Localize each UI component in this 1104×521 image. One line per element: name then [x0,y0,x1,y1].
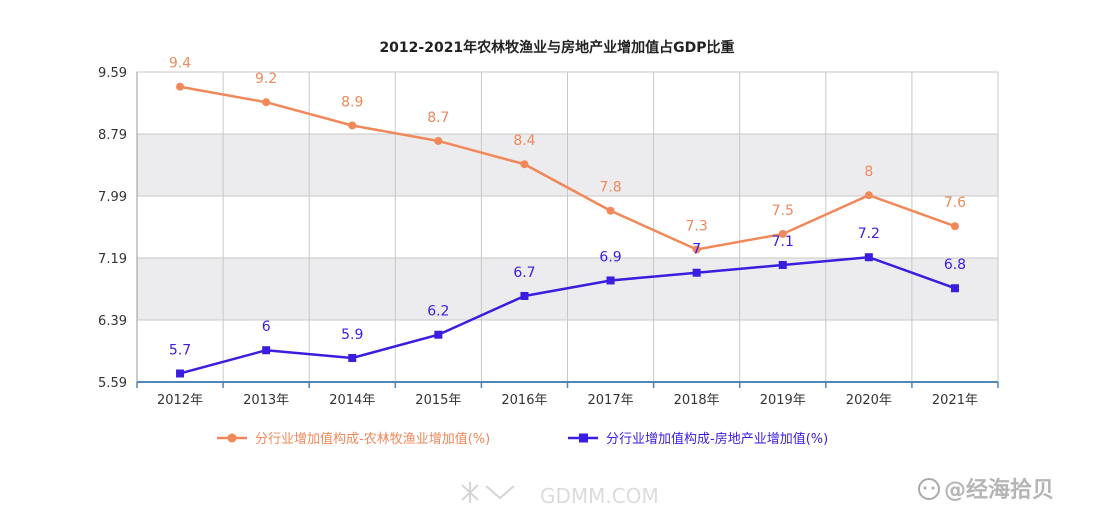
data-label: 7.5 [772,203,794,219]
legend[interactable]: 分行业增加值构成-农林牧渔业增加值(%) 分行业增加值构成-房地产业增加值(%) [217,431,828,447]
y-tick-label: 7.99 [98,190,127,205]
series-2: 5.7 6 5.9 6.2 6.7 6.9 7 7.1 7.2 6.8 [169,226,966,378]
legend-item-2[interactable]: 分行业增加值构成-房地产业增加值(%) [568,431,828,447]
x-tick-label: 2018年 [674,393,720,408]
data-point [176,82,185,91]
data-point [950,284,959,293]
data-point [692,268,701,277]
x-tick-label: 2014年 [329,393,375,408]
data-label: 5.7 [169,342,191,358]
data-label: 7.1 [772,234,794,250]
legend-marker [227,433,237,443]
legend-label: 分行业增加值构成-农林牧渔业增加值(%) [255,431,490,447]
legend-marker [579,433,588,443]
data-label: 9.4 [169,56,191,72]
data-point [778,229,787,238]
data-label: 7.2 [858,226,880,242]
watermark-logo-icon [461,482,515,503]
y-tick-label: 9.59 [98,66,127,81]
data-point [262,346,271,355]
data-label: 6.2 [427,304,449,320]
x-tick-label: 2012年 [157,393,203,408]
data-label: 7.6 [944,195,966,211]
data-label: 5.9 [341,327,363,343]
legend-label: 分行业增加值构成-房地产业增加值(%) [606,431,828,447]
data-point [692,245,701,254]
x-tick-label: 2019年 [760,393,806,408]
data-point [348,121,357,130]
data-point [950,222,959,231]
data-point [778,260,787,269]
x-tick-label: 2013年 [243,393,289,408]
series-line [179,85,956,251]
data-point [864,253,873,262]
data-label: 8 [864,164,873,180]
data-point [348,353,357,362]
data-label: 8.4 [513,133,535,149]
data-point [262,98,271,107]
data-point [606,206,615,215]
data-point [520,291,529,300]
watermark-center: GDMM.COM [461,482,659,508]
y-tick-label: 8.79 [98,128,127,143]
data-label: 6.8 [944,257,966,273]
y-tick-label: 6.39 [98,314,127,329]
y-tick-label: 7.19 [98,252,127,267]
y-tick-labels: 5.59 6.39 7.19 7.99 8.79 9.59 [98,66,127,391]
watermark-right-text: @经海拾贝 [944,477,1054,503]
data-label: 7.3 [686,218,708,234]
series-layer: 9.4 9.2 8.9 8.7 8.4 7.8 7.3 7.5 8 7.6 5.7 6 5.9 6.2 6.… [169,56,966,378]
chart-title: 2012-2021年农林牧渔业与房地产业增加值占GDP比重 [379,39,734,56]
data-point [434,330,443,339]
data-label: 6.7 [513,265,535,281]
legend-item-1[interactable]: 分行业增加值构成-农林牧渔业增加值(%) [217,431,490,447]
data-label: 8.9 [341,94,363,110]
data-label: 7.8 [599,180,621,196]
data-label: 9.2 [255,71,277,87]
watermark-chat-icon [918,478,940,500]
data-point [176,369,185,378]
y-tick-label: 5.59 [98,376,127,391]
x-tick-label: 2015年 [415,393,461,408]
data-label: 8.7 [427,110,449,126]
watermark-left-text: GDMM.COM [540,484,659,508]
data-label: 6.9 [599,249,621,265]
data-point [606,276,615,285]
axes [136,72,999,388]
series-1: 9.4 9.2 8.9 8.7 8.4 7.8 7.3 7.5 8 7.6 [169,56,966,254]
series-line [179,255,956,375]
x-tick-label: 2021年 [932,393,978,408]
x-tick-label: 2020年 [846,393,892,408]
x-tick-label: 2017年 [588,393,634,408]
data-label: 6 [262,319,271,335]
data-label: 7 [692,242,701,258]
data-point [520,160,529,169]
data-point [434,136,443,145]
watermark-right: @经海拾贝 [918,477,1054,503]
data-point [864,191,873,200]
x-tick-label: 2016年 [501,393,547,408]
x-tick-labels: 2012年 2013年 2014年 2015年 2016年 2017年 2018年 2019年… [157,393,978,408]
